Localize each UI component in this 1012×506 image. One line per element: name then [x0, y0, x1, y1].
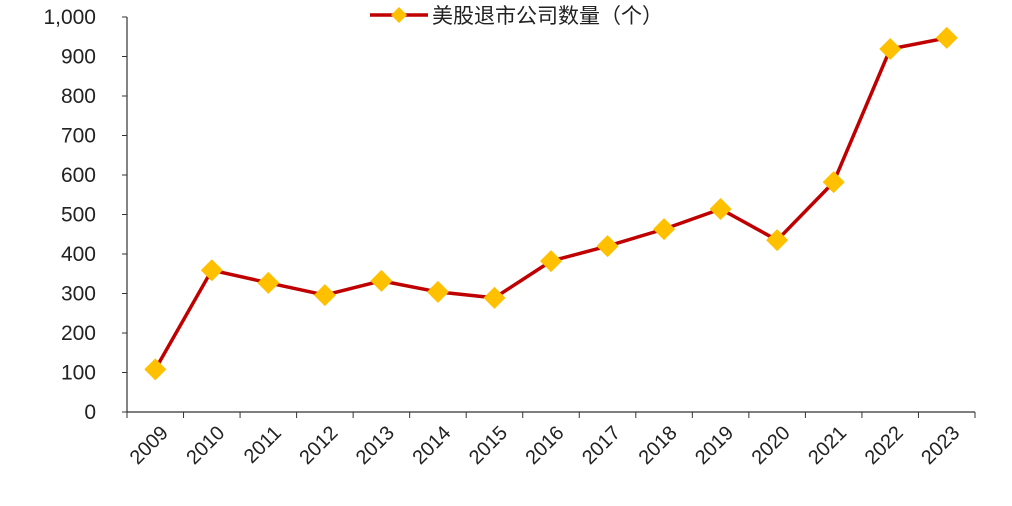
- x-tick-label: 2018: [635, 422, 682, 469]
- data-point-marker: [200, 259, 223, 282]
- data-point-marker: [709, 197, 732, 220]
- x-tick-label: 2016: [522, 422, 569, 469]
- x-tick-label: 2021: [804, 422, 851, 469]
- x-tick-label: 2014: [408, 422, 455, 469]
- y-tick-label: 1,000: [43, 6, 96, 29]
- y-tick-label: 600: [61, 164, 96, 187]
- y-tick-label: 200: [61, 322, 96, 345]
- data-point-marker: [540, 250, 562, 273]
- data-point-marker: [426, 280, 449, 303]
- x-tick-label: 2009: [126, 422, 173, 469]
- x-tick-label: 2020: [748, 422, 795, 469]
- x-tick-label: 2013: [352, 422, 399, 469]
- y-tick-label: 700: [61, 125, 96, 148]
- data-point-marker: [596, 235, 619, 258]
- data-point-marker: [370, 269, 393, 292]
- x-tick-label: 2019: [691, 422, 738, 469]
- data-point-marker: [822, 171, 845, 194]
- y-tick-label: 0: [84, 401, 96, 424]
- legend-label: 美股退市公司数量（个）: [432, 5, 663, 28]
- y-tick-label: 500: [61, 204, 96, 227]
- y-tick-label: 100: [61, 362, 96, 385]
- data-point-marker: [935, 26, 958, 49]
- data-point-marker: [313, 284, 336, 307]
- x-tick-label: 2015: [465, 422, 512, 469]
- legend-marker: [391, 7, 407, 23]
- data-point-marker: [766, 229, 789, 252]
- x-tick-label: 2023: [917, 422, 964, 469]
- data-point-marker: [257, 271, 280, 294]
- data-point-marker: [144, 358, 167, 381]
- data-point-marker: [879, 37, 902, 60]
- series-line: [153, 36, 948, 371]
- y-tick-label: 900: [61, 46, 96, 69]
- y-tick-label: 400: [61, 243, 96, 266]
- x-tick-label: 2017: [578, 422, 625, 469]
- data-point-marker: [653, 218, 676, 241]
- y-tick-label: 800: [61, 85, 96, 108]
- x-tick-label: 2010: [182, 422, 229, 469]
- y-tick-label: 300: [61, 283, 96, 306]
- data-point-marker: [483, 286, 506, 309]
- x-tick-label: 2012: [295, 422, 342, 469]
- x-tick-label: 2022: [861, 422, 908, 469]
- x-tick-label: 2011: [240, 422, 286, 468]
